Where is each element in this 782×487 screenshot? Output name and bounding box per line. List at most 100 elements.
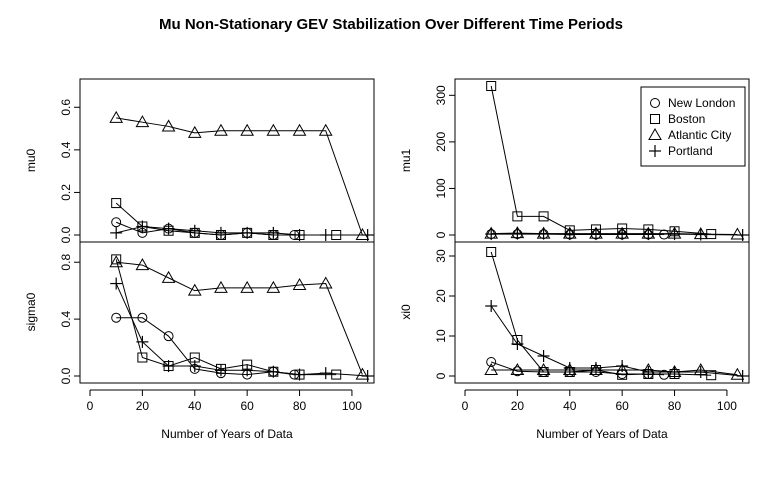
legend-marker-plus [649,145,661,157]
data-point-triangle [730,227,745,240]
x-tick-label: 0 [87,399,94,413]
data-point-plus [642,366,655,378]
x-tick-label: 100 [342,399,362,413]
y-tick-label: 200 [434,132,448,152]
data-point-triangle [484,362,499,375]
x-tick-label: 40 [563,399,577,413]
data-point-plus [162,222,175,235]
legend-entry-label: Atlantic City [668,128,731,142]
x-tick-label: 80 [668,399,682,413]
panels: 0.00.20.40.6mu00100200300mu10.00.40.8sig… [24,78,750,441]
data-point-plus [616,360,629,372]
data-point-triangle [214,280,228,293]
data-point-plus [293,229,306,241]
y-tick-label: 20 [434,289,448,303]
legend: New London Boston Atlantic City Portland [640,86,746,167]
data-point-circle [111,312,122,323]
series-line [116,117,363,236]
legend-entry-label: New London [668,96,735,110]
legend-marker-triangle [648,127,662,140]
y-tick-label: 0 [434,372,448,379]
data-point-plus [110,277,123,290]
data-point-triangle [510,362,525,375]
data-point-triangle [266,280,281,293]
data-point-triangle [135,258,150,271]
series-portland [110,277,374,382]
data-point-plus [361,370,374,382]
data-point-plus [694,228,707,241]
figure-title: Mu Non-Stationary GEV Stabilization Over… [159,16,623,33]
data-point-square [538,211,549,222]
x-tick-label: 0 [462,399,469,413]
data-point-triangle [187,283,202,296]
series-line [490,305,743,377]
data-point-triangle [536,362,551,375]
data-point-square [111,254,122,265]
data-point-triangle [214,123,228,136]
data-point-plus [267,226,280,239]
y-tick-label: 0.2 [59,184,73,201]
data-point-plus [537,227,550,240]
y-tick-label: 0.8 [59,254,73,271]
series-new-london [111,217,300,240]
data-point-plus [563,362,576,374]
y-axis-label: xi0 [399,304,413,320]
data-point-plus [188,360,201,373]
data-point-plus [267,365,280,378]
data-point-plus [511,227,524,240]
data-point-triangle [562,362,577,375]
y-tick-label: 0.0 [59,226,73,243]
y-tick-label: 0.0 [59,367,73,384]
x-tick-label: 80 [293,399,307,413]
data-point-plus [214,226,227,239]
data-point-plus [589,362,602,374]
data-point-plus [563,228,576,241]
data-point-square [486,247,497,257]
data-point-plus [736,370,749,382]
series-portland [110,220,374,241]
data-point-plus [642,228,655,241]
series-line [491,233,743,236]
data-point-triangle [240,123,255,136]
data-point-circle [163,331,174,342]
data-point-plus [162,360,175,373]
data-point-plus [319,367,332,380]
data-point-plus [241,364,254,377]
panel-top-left: 0.0 0.2 0.4 0.6 mu0 [24,78,375,243]
x-tick-label: 40 [188,399,202,413]
data-point-plus [511,338,524,350]
data-point-square [137,352,148,363]
y-tick-label: 10 [434,329,448,343]
series-portland [485,227,749,241]
y-tick-label: 0.4 [59,310,73,327]
legend-entry-label: Portland [668,144,713,158]
data-point-circle [137,312,148,323]
data-point-plus [361,229,374,241]
y-tick-label: 100 [434,178,448,198]
series-line [116,261,363,375]
series-atlantic-city [109,110,370,240]
y-axis-label: mu1 [399,149,413,173]
data-point-square [512,211,523,222]
data-point-plus [319,229,332,241]
x-tick-label: 20 [136,399,150,413]
data-point-triangle [589,362,603,375]
data-point-triangle [615,362,630,375]
y-axis-label: sigma0 [24,292,38,331]
series-line [491,369,738,376]
data-point-triangle [266,123,281,136]
data-point-plus [214,364,227,377]
data-point-triangle [187,125,202,138]
data-point-square [111,198,122,209]
plot-frame [454,241,750,384]
data-point-plus [293,368,306,381]
x-tick-label: 100 [717,399,737,413]
y-tick-label: 300 [434,85,448,105]
data-point-triangle [355,227,370,240]
x-axis-label: Number of Years of Data [161,427,293,441]
data-point-plus [485,300,498,312]
data-point-triangle [318,123,333,136]
data-point-circle [111,217,122,228]
data-point-plus [188,224,201,237]
series-line [115,259,337,376]
